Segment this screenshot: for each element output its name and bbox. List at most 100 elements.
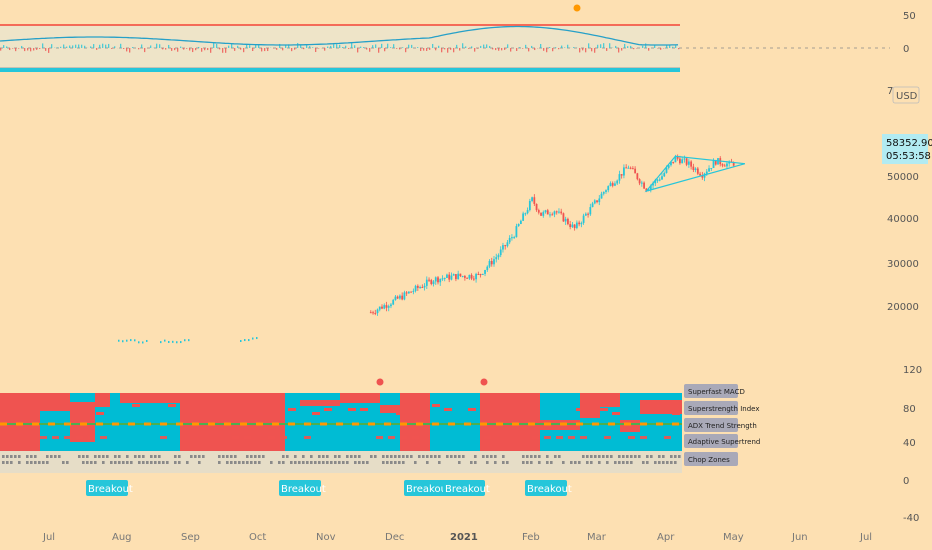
candle-body bbox=[484, 269, 486, 274]
candle-body bbox=[649, 185, 652, 190]
candle-body bbox=[372, 312, 374, 314]
chop-mark bbox=[186, 461, 189, 464]
time-axis[interactable]: Jul Aug Sep Oct Nov Dec 2021 Feb Mar Apr… bbox=[42, 532, 872, 543]
osc-histogram-bar bbox=[288, 44, 290, 48]
oscillator-signal-dot bbox=[573, 4, 581, 12]
time-axis-tick: Mar bbox=[587, 532, 607, 543]
chop-mark bbox=[198, 455, 201, 458]
chop-mark bbox=[82, 461, 85, 464]
candle-body bbox=[378, 306, 381, 310]
candle-body bbox=[513, 237, 516, 239]
osc-histogram-bar bbox=[72, 45, 74, 48]
chop-mark bbox=[254, 455, 257, 458]
osc-histogram-bar bbox=[99, 44, 101, 48]
osc-histogram-bar bbox=[231, 43, 233, 48]
osc-axis-tick: 0 bbox=[903, 44, 909, 55]
osc-histogram-bar bbox=[474, 48, 476, 52]
breakout-label: Breakout bbox=[281, 484, 326, 495]
osc-histogram-bar bbox=[534, 48, 536, 51]
heatmap-dash bbox=[532, 436, 539, 439]
chop-mark bbox=[662, 455, 665, 458]
chop-mark bbox=[114, 461, 117, 464]
osc-histogram-bar bbox=[150, 45, 152, 48]
osc-histogram-bar bbox=[171, 48, 173, 51]
heatmap-dash bbox=[304, 436, 311, 439]
candle-body bbox=[497, 255, 500, 258]
osc-histogram-bar bbox=[285, 44, 287, 48]
candle-body bbox=[640, 182, 643, 184]
candle-body bbox=[470, 274, 473, 279]
osc-histogram-bar bbox=[330, 45, 332, 48]
osc-histogram-bar bbox=[405, 48, 407, 53]
chop-mark bbox=[662, 461, 665, 464]
price-pane[interactable] bbox=[118, 154, 746, 344]
candle-body bbox=[607, 186, 610, 191]
osc-histogram-bar bbox=[411, 44, 413, 48]
price-axis[interactable]: 70 USD 50000 40000 30000 20000 58352.90 … bbox=[882, 86, 932, 313]
candle-body bbox=[712, 160, 715, 169]
chop-mark bbox=[438, 461, 441, 464]
chop-mark bbox=[334, 461, 337, 464]
candle-body bbox=[701, 175, 704, 178]
osc-histogram-bar bbox=[333, 44, 335, 48]
osc-histogram-bar bbox=[552, 48, 554, 52]
indicator-pane[interactable] bbox=[0, 378, 682, 474]
osc-histogram-bar bbox=[30, 48, 32, 52]
chop-mark bbox=[114, 455, 117, 458]
osc-histogram-bar bbox=[642, 45, 644, 48]
chop-mark bbox=[618, 455, 621, 458]
osc-histogram-bar bbox=[111, 48, 113, 49]
heatmap-dash bbox=[232, 436, 239, 439]
row-label: ADX Trend Strength bbox=[688, 422, 757, 430]
heatmap-dash bbox=[100, 436, 107, 439]
heatmap-dash bbox=[204, 408, 212, 411]
chop-mark bbox=[158, 455, 161, 458]
osc-axis-tick: 50 bbox=[903, 11, 916, 22]
candle-body bbox=[575, 222, 578, 229]
chop-mark bbox=[326, 455, 329, 458]
chop-mark bbox=[142, 455, 145, 458]
osc-histogram-bar bbox=[459, 48, 461, 51]
osc-histogram-bar bbox=[498, 48, 500, 51]
heatmap-dash bbox=[88, 436, 95, 439]
candle-body bbox=[587, 213, 589, 215]
candle-body bbox=[405, 292, 408, 294]
chop-mark bbox=[34, 455, 37, 458]
osc-histogram-bar bbox=[177, 48, 179, 52]
chop-mark bbox=[34, 461, 37, 464]
chop-mark bbox=[390, 461, 393, 464]
osc-histogram-bar bbox=[102, 43, 104, 48]
chop-mark bbox=[358, 461, 361, 464]
candle-body bbox=[504, 245, 507, 247]
osc-histogram-bar bbox=[633, 48, 635, 50]
chop-mark bbox=[234, 461, 237, 464]
heatmap-dash bbox=[168, 404, 176, 407]
time-axis-tick: Apr bbox=[657, 532, 675, 543]
chop-mark bbox=[470, 461, 473, 464]
osc-histogram-bar bbox=[225, 48, 227, 53]
chop-mark bbox=[126, 455, 129, 458]
chop-mark bbox=[630, 455, 633, 458]
chop-mark bbox=[282, 461, 285, 464]
time-axis-tick: Jul bbox=[42, 532, 55, 543]
chop-mark bbox=[330, 461, 333, 464]
chop-mark bbox=[386, 461, 389, 464]
chop-mark bbox=[258, 455, 261, 458]
chop-mark bbox=[650, 455, 653, 458]
heatmap-red-zone bbox=[640, 400, 682, 414]
osc-histogram-bar bbox=[624, 43, 626, 48]
osc-histogram-bar bbox=[594, 48, 596, 53]
osc-histogram-bar bbox=[678, 48, 680, 50]
candle-body bbox=[441, 278, 444, 280]
candle-body bbox=[685, 158, 688, 165]
chop-mark bbox=[546, 461, 549, 464]
osc-histogram-bar bbox=[165, 48, 167, 50]
chop-mark bbox=[458, 461, 461, 464]
chop-mark bbox=[302, 455, 305, 458]
heatmap-dash bbox=[228, 412, 236, 415]
chop-mark bbox=[490, 455, 493, 458]
osc-histogram-bar bbox=[189, 48, 191, 51]
oscillator-pane[interactable] bbox=[0, 4, 890, 73]
osc-histogram-bar bbox=[396, 48, 398, 49]
candle-body bbox=[578, 222, 581, 225]
